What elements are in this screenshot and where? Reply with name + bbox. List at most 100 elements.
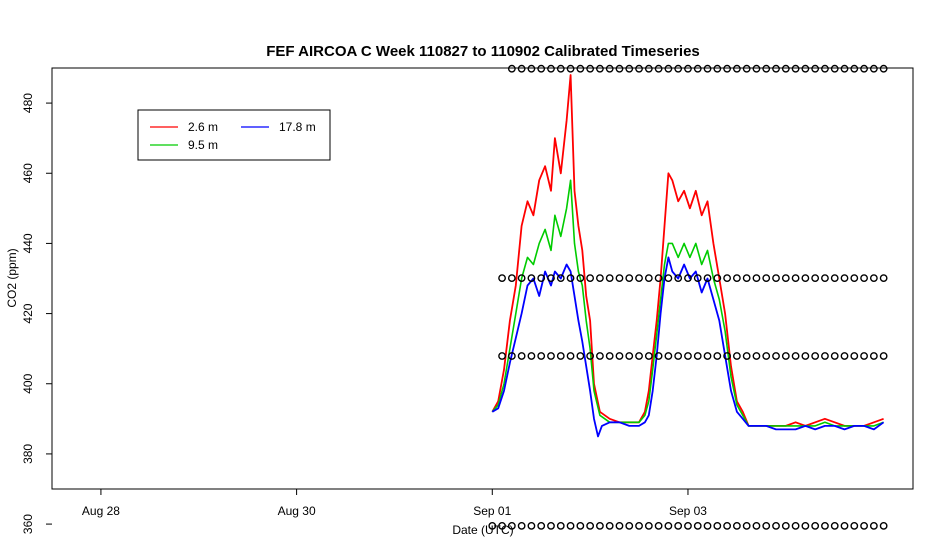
calibration-marker xyxy=(703,274,712,283)
calibration-marker xyxy=(860,352,868,360)
calibration-marker xyxy=(830,64,839,73)
calibration-marker xyxy=(507,521,516,530)
calibration-marker xyxy=(723,274,732,283)
legend-label: 17.8 m xyxy=(279,120,316,134)
calibration-marker xyxy=(840,352,849,360)
calibration-marker xyxy=(664,274,673,283)
calibration-marker xyxy=(605,352,614,360)
calibration-marker xyxy=(811,64,820,73)
calibration-marker xyxy=(517,274,526,283)
calibration-marker xyxy=(821,521,829,530)
calibration-marker xyxy=(507,64,516,73)
calibration-marker xyxy=(752,64,761,73)
calibration-marker xyxy=(547,274,555,283)
marker-layer xyxy=(488,64,888,530)
calibration-marker xyxy=(693,352,702,360)
calibration-marker xyxy=(517,64,526,73)
calibration-marker xyxy=(556,274,565,283)
calibration-marker xyxy=(625,64,634,73)
y-tick-label: 400 xyxy=(21,373,35,393)
calibration-marker xyxy=(703,64,712,73)
calibration-marker xyxy=(860,64,868,73)
calibration-marker xyxy=(576,521,585,530)
calibration-marker xyxy=(791,352,800,360)
calibration-marker xyxy=(507,352,516,360)
calibration-marker xyxy=(644,521,653,530)
calibration-marker xyxy=(772,521,780,530)
x-tick-label: Sep 01 xyxy=(473,504,511,518)
calibration-marker xyxy=(664,64,673,73)
calibration-marker xyxy=(576,274,585,283)
calibration-marker xyxy=(811,352,820,360)
calibration-marker xyxy=(772,352,780,360)
calibration-marker xyxy=(830,352,839,360)
y-tick-label: 420 xyxy=(21,303,35,323)
calibration-marker xyxy=(772,64,780,73)
calibration-marker xyxy=(879,521,888,530)
calibration-marker xyxy=(850,274,859,283)
calibration-marker xyxy=(742,352,751,360)
calibration-marker xyxy=(664,521,673,530)
calibration-marker xyxy=(684,64,692,73)
calibration-marker xyxy=(752,274,761,283)
calibration-marker xyxy=(498,521,506,530)
calibration-marker xyxy=(801,274,810,283)
calibration-marker xyxy=(596,64,604,73)
x-axis: Aug 28 Aug 30 Sep 01 Sep 03 xyxy=(82,489,707,518)
calibration-marker xyxy=(537,521,546,530)
calibration-marker xyxy=(576,352,585,360)
calibration-marker xyxy=(674,274,683,283)
calibration-marker xyxy=(586,521,595,530)
calibration-marker xyxy=(723,64,732,73)
calibration-marker xyxy=(517,352,526,360)
legend-label: 2.6 m xyxy=(188,120,218,134)
calibration-marker xyxy=(713,64,722,73)
calibration-marker xyxy=(664,352,673,360)
calibration-marker xyxy=(644,274,653,283)
calibration-marker xyxy=(791,521,800,530)
calibration-marker xyxy=(674,521,683,530)
calibration-marker xyxy=(605,64,614,73)
x-tick-label: Sep 03 xyxy=(669,504,707,518)
calibration-marker xyxy=(840,274,849,283)
calibration-marker xyxy=(762,64,771,73)
calibration-marker xyxy=(615,521,624,530)
x-tick-label: Aug 30 xyxy=(278,504,316,518)
calibration-marker xyxy=(801,64,810,73)
calibration-marker xyxy=(879,64,888,73)
calibration-marker xyxy=(791,274,800,283)
calibration-marker xyxy=(527,64,536,73)
calibration-marker xyxy=(840,64,849,73)
calibration-marker xyxy=(674,64,683,73)
calibration-marker xyxy=(693,274,702,283)
calibration-marker xyxy=(498,352,506,360)
calibration-marker xyxy=(850,352,859,360)
legend: 2.6 m 9.5 m 17.8 m xyxy=(137,109,331,161)
calibration-marker xyxy=(752,352,761,360)
calibration-marker xyxy=(507,274,516,283)
calibration-marker xyxy=(586,64,595,73)
calibration-marker xyxy=(596,274,604,283)
calibration-marker xyxy=(547,64,555,73)
calibration-marker xyxy=(762,274,771,283)
calibration-marker xyxy=(556,521,565,530)
calibration-marker xyxy=(791,64,800,73)
calibration-marker xyxy=(742,64,751,73)
calibration-marker xyxy=(566,521,575,530)
calibration-marker xyxy=(762,521,771,530)
calibration-marker xyxy=(527,352,536,360)
calibration-marker xyxy=(547,352,555,360)
calibration-marker xyxy=(860,521,868,530)
calibration-marker xyxy=(713,274,722,283)
calibration-marker xyxy=(586,352,595,360)
calibration-marker xyxy=(644,352,653,360)
calibration-marker xyxy=(703,521,712,530)
calibration-marker xyxy=(498,274,506,283)
calibration-marker xyxy=(576,64,585,73)
calibration-marker xyxy=(801,521,810,530)
calibration-marker xyxy=(732,352,741,360)
calibration-marker xyxy=(625,521,634,530)
series-layer xyxy=(491,74,885,438)
calibration-marker xyxy=(635,352,643,360)
calibration-marker xyxy=(850,521,859,530)
